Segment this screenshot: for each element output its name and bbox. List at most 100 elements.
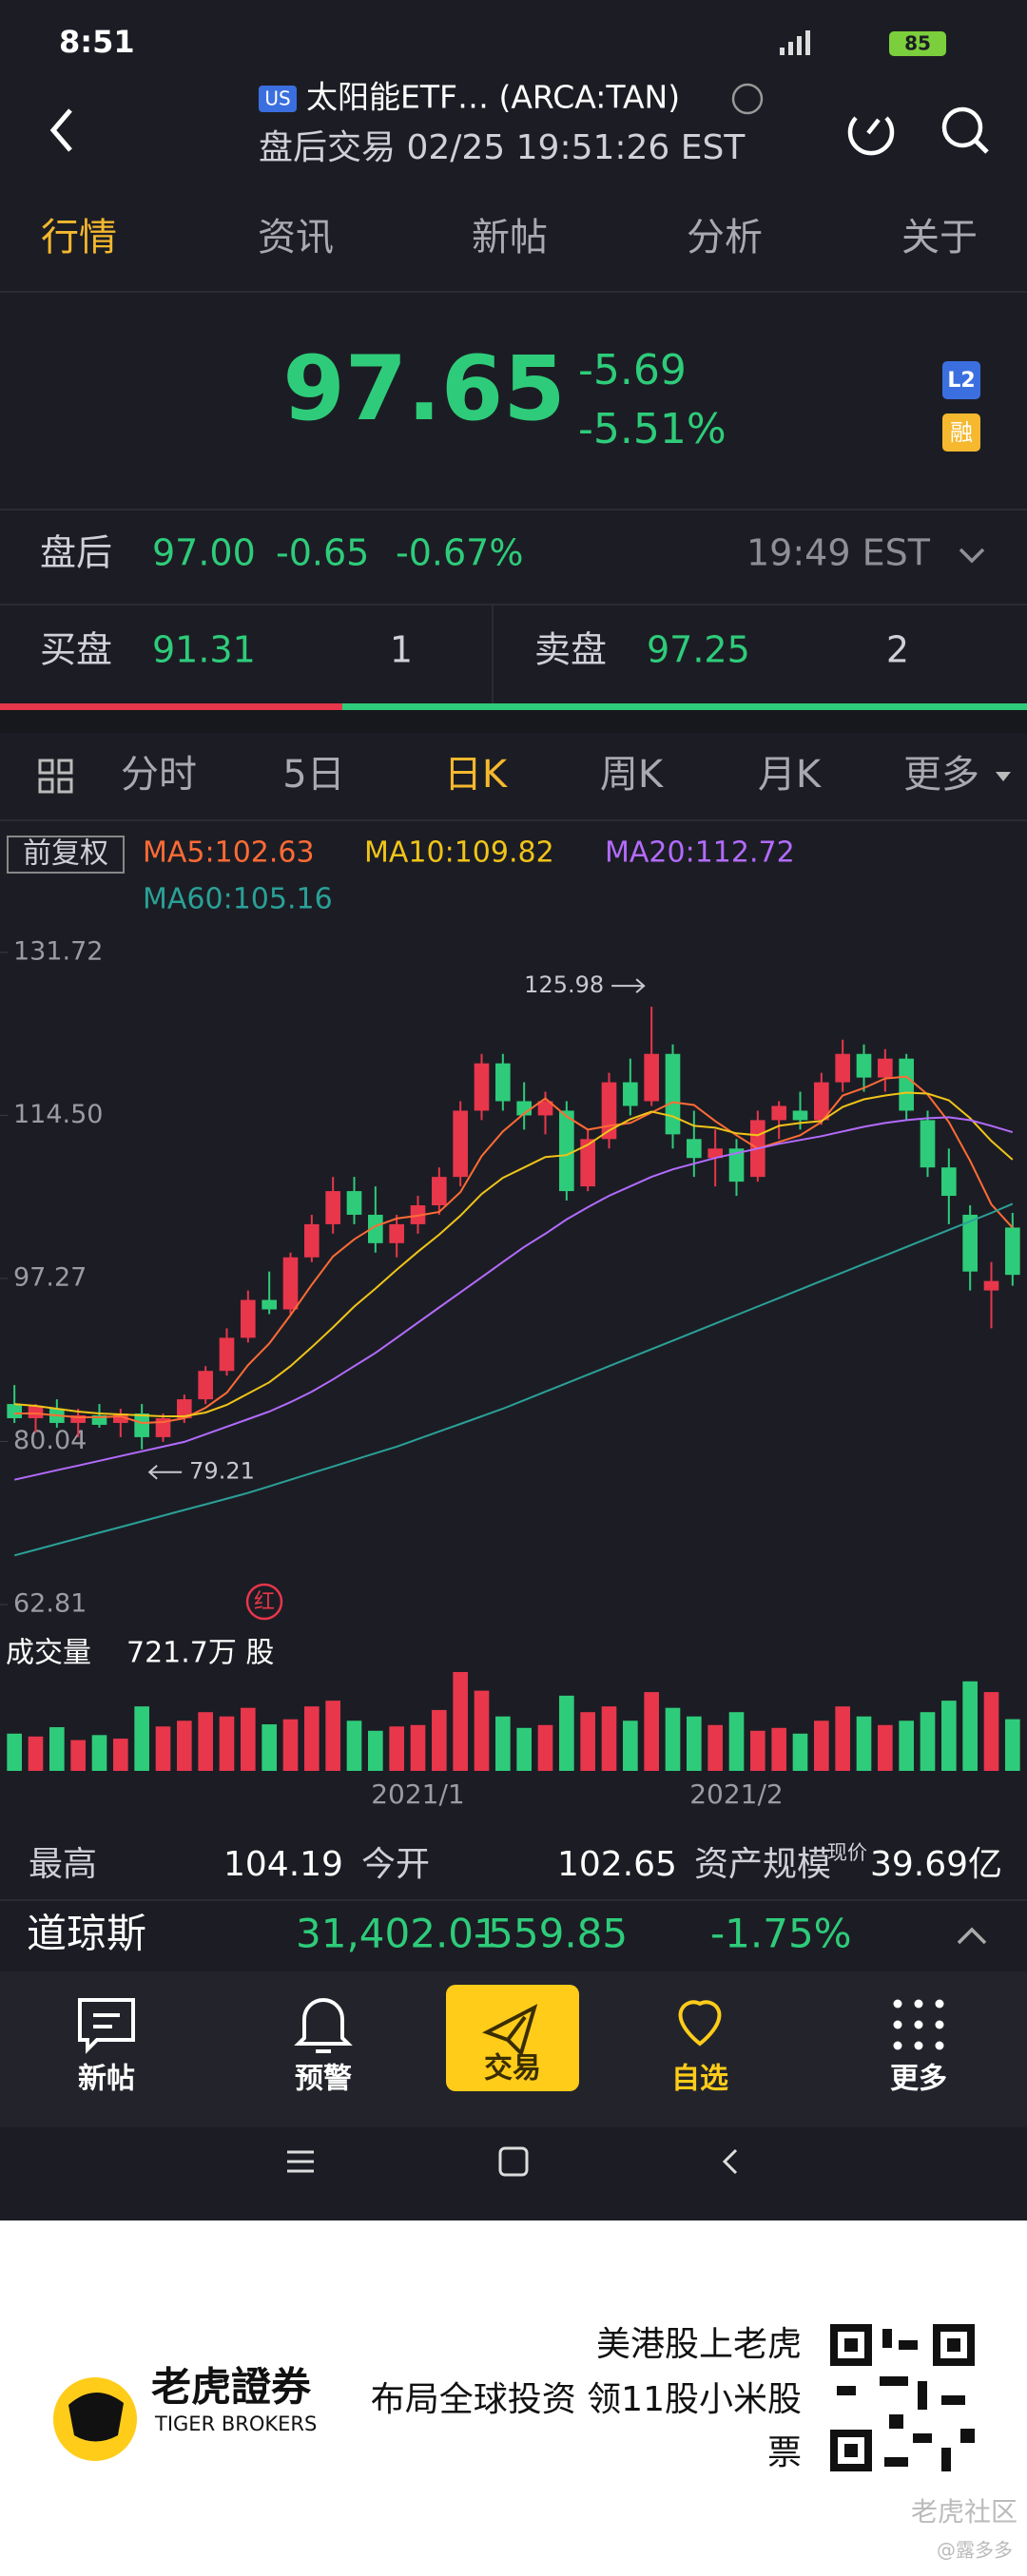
nav-label[interactable]: 交易 [484, 2052, 541, 2086]
high-arrow [611, 978, 646, 993]
candle-body [325, 1191, 340, 1224]
volume-bar [1005, 1719, 1020, 1771]
nav-label[interactable]: 自选 [671, 2063, 728, 2096]
period-tab[interactable]: 5日 [282, 753, 344, 797]
high-value: 104.19 [223, 1845, 343, 1884]
market-badge-text: US [264, 87, 290, 110]
candle-body [687, 1139, 702, 1159]
candle-body [453, 1110, 468, 1178]
margin-badge[interactable] [942, 413, 980, 452]
refresh-button[interactable] [847, 116, 895, 156]
tab[interactable]: 行情 [41, 216, 117, 260]
candle-body [707, 1148, 723, 1159]
ma-legend: MA10:109.82 [364, 836, 554, 870]
adjust-label: 前复权 [23, 837, 108, 871]
candle-body [28, 1406, 44, 1418]
level2-badge[interactable] [942, 361, 980, 399]
layout-icon[interactable] [38, 759, 73, 794]
candle-body [368, 1214, 383, 1243]
search-button[interactable] [941, 106, 989, 154]
candle-body [134, 1413, 149, 1437]
candle-body [623, 1082, 638, 1106]
more-icon [893, 1999, 944, 2050]
low-arrow [147, 1464, 183, 1480]
candle-body [941, 1167, 957, 1197]
help-icon[interactable] [731, 83, 764, 115]
volume-bar [707, 1724, 723, 1771]
period-tab[interactable]: 日K [444, 753, 509, 797]
tab[interactable]: 新帖 [472, 216, 548, 260]
candle-body [113, 1413, 128, 1423]
volume-bar [878, 1724, 893, 1771]
volume-bar [389, 1726, 404, 1771]
slogan: 票 [767, 2433, 802, 2472]
candle-body [983, 1280, 999, 1291]
candle-body [7, 1404, 22, 1418]
back-button[interactable] [49, 108, 72, 152]
battery-level: 85 [904, 32, 931, 55]
volume-bar [432, 1709, 447, 1771]
x-tick-label: 2021/1 [371, 1778, 465, 1810]
after-hours-change: -0.65 [276, 532, 369, 574]
aum-note: 现价 [827, 1841, 867, 1864]
candle-body [728, 1148, 745, 1182]
brand-logo-mark [68, 2392, 124, 2442]
nav-label[interactable]: 新帖 [78, 2063, 135, 2096]
candle-body [474, 1063, 490, 1111]
battery-icon [889, 31, 946, 56]
candle-body [580, 1139, 595, 1187]
market-badge [259, 86, 297, 112]
volume-bar [134, 1706, 149, 1771]
volume-bar [70, 1740, 86, 1771]
divider [0, 1899, 1027, 1901]
tab[interactable]: 关于 [901, 216, 978, 260]
period-tab[interactable]: 周K [600, 753, 665, 797]
brand-name: 老虎證券 [151, 2364, 312, 2411]
home-key[interactable] [498, 2146, 529, 2177]
after-hours-time: 19:49 EST [746, 532, 931, 574]
menu-key[interactable] [287, 2150, 314, 2173]
volume-bar [665, 1707, 681, 1771]
volume-bar [856, 1716, 872, 1771]
adjust-box[interactable] [7, 836, 125, 874]
candle-body [878, 1058, 893, 1078]
ma-line [13, 1202, 1014, 1557]
candle-body [665, 1053, 681, 1135]
open-label: 今开 [361, 1845, 430, 1884]
period-tab[interactable]: 分时 [121, 753, 197, 797]
volume-bar [687, 1716, 702, 1771]
tab[interactable]: 分析 [687, 216, 763, 260]
back-key[interactable] [722, 2148, 738, 2175]
volume-bar [28, 1736, 44, 1771]
divider [0, 509, 1027, 510]
candle-body [495, 1063, 511, 1102]
signal-icon [780, 30, 810, 55]
ask-label: 卖盘 [534, 629, 607, 671]
volume-bar [113, 1739, 128, 1771]
volume-bar [516, 1727, 532, 1771]
volume-bar [325, 1701, 340, 1771]
volume-bar [155, 1726, 171, 1771]
candle-body [389, 1223, 404, 1243]
red-badge[interactable] [245, 1583, 283, 1621]
after-hours-change-pct: -0.67% [396, 532, 523, 574]
period-tab[interactable]: 更多 [903, 753, 979, 797]
last-price: 97.65 [282, 337, 565, 441]
nav-label[interactable]: 更多 [890, 2063, 947, 2096]
tab[interactable]: 资讯 [258, 216, 334, 260]
trade-button[interactable] [446, 1985, 579, 2091]
candle-body [198, 1371, 213, 1400]
nav-label[interactable]: 预警 [295, 2063, 352, 2096]
volume-bar [623, 1721, 638, 1771]
open-value: 102.65 [557, 1845, 677, 1884]
volume-bar [962, 1681, 978, 1771]
candle-body [346, 1191, 362, 1215]
expand-chevron[interactable] [959, 548, 985, 564]
collapse-chevron[interactable] [957, 1927, 987, 1945]
footer [0, 2220, 1027, 2576]
slogan: 布局全球投资 领11股小米股 [371, 2380, 802, 2419]
period-tab[interactable]: 月K [758, 753, 823, 797]
after-hours-label: 盘后 [40, 532, 112, 574]
ma-legend: MA60:105.16 [143, 883, 333, 916]
